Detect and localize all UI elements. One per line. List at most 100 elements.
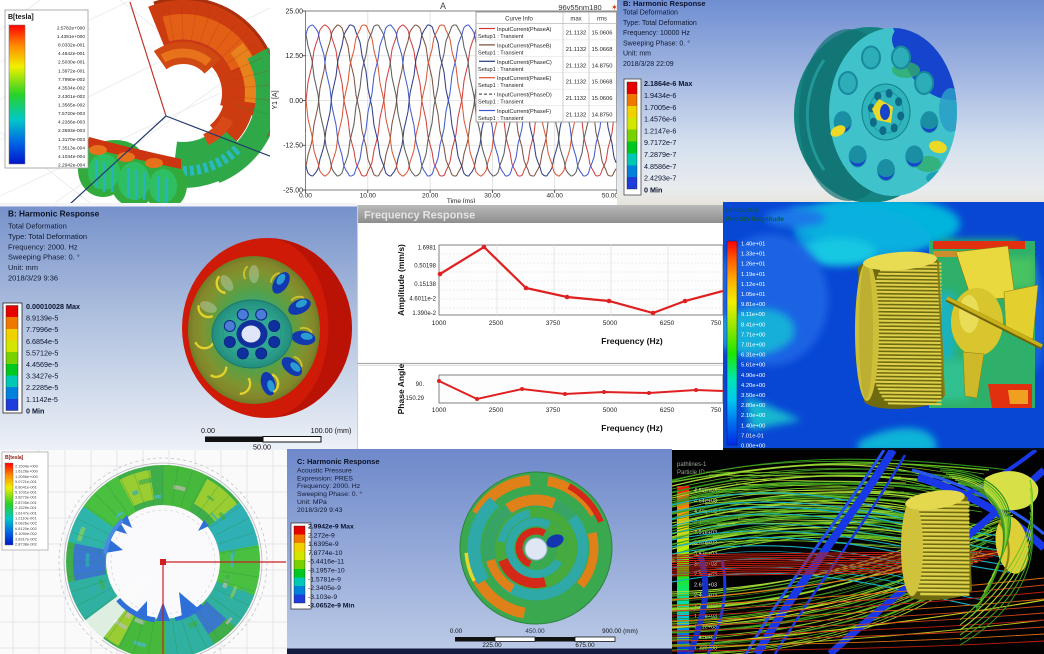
svg-text:9.81e+00: 9.81e+00	[741, 302, 765, 308]
svg-text:9.7172e-7: 9.7172e-7	[644, 138, 676, 147]
svg-text:21.1132: 21.1132	[566, 31, 587, 37]
svg-text:-150.29: -150.29	[404, 396, 425, 402]
svg-text:InputCurrent(PhaseA): InputCurrent(PhaseA)	[497, 27, 552, 33]
svg-text:pathlines-1: pathlines-1	[677, 462, 707, 468]
svg-text:5000: 5000	[603, 320, 618, 327]
svg-text:rms: rms	[597, 17, 607, 23]
svg-text:2.4293e-7: 2.4293e-7	[644, 174, 676, 183]
svg-text:7.5720e-003: 7.5720e-003	[58, 111, 85, 117]
svg-text:1.40e+00: 1.40e+00	[741, 423, 765, 429]
svg-text:1.19e+01: 1.19e+01	[741, 272, 765, 278]
svg-text:3750: 3750	[546, 320, 561, 327]
svg-text:2.8738e-002: 2.8738e-002	[15, 542, 37, 547]
svg-text:1.4576e-6: 1.4576e-6	[644, 115, 676, 124]
svg-text:Total Deformation: Total Deformation	[8, 222, 67, 231]
svg-text:4.4842e-001: 4.4842e-001	[58, 51, 85, 57]
svg-text:1.3972e-001: 1.3972e-001	[58, 68, 85, 74]
svg-text:Frequency: 2000. Hz: Frequency: 2000. Hz	[8, 242, 78, 251]
svg-text:1.40e+01: 1.40e+01	[741, 242, 765, 248]
svg-text:225.00: 225.00	[482, 642, 502, 649]
svg-text:-1.5781e-9: -1.5781e-9	[308, 576, 341, 583]
svg-text:4.90e+00: 4.90e+00	[741, 373, 765, 379]
svg-text:Time [ms]: Time [ms]	[447, 198, 475, 203]
svg-text:7.01e-01: 7.01e-01	[741, 433, 764, 439]
svg-text:Y1 [A]: Y1 [A]	[272, 90, 279, 109]
svg-text:Frequency: 2000. Hz: Frequency: 2000. Hz	[297, 483, 361, 490]
svg-text:1.05e+01: 1.05e+01	[741, 292, 765, 298]
svg-text:96v55nm180: 96v55nm180	[558, 3, 601, 12]
svg-text:3.8317e-002: 3.8317e-002	[15, 536, 37, 541]
svg-text:1.6395e-9: 1.6395e-9	[308, 541, 339, 548]
svg-text:Particle ID: Particle ID	[677, 470, 705, 476]
svg-text:1000: 1000	[432, 407, 447, 414]
svg-text:450.00: 450.00	[525, 628, 545, 635]
svg-text:750: 750	[711, 320, 722, 327]
svg-text:0.00: 0.00	[450, 628, 463, 635]
svg-text:2.1864e-6 Max: 2.1864e-6 Max	[644, 79, 692, 88]
svg-text:90.: 90.	[416, 382, 425, 388]
svg-text:Phase Angle: Phase Angle	[396, 363, 406, 414]
svg-text:Setup1 : Transient: Setup1 : Transient	[478, 100, 524, 106]
svg-text:2.5030e-001: 2.5030e-001	[58, 60, 85, 66]
svg-text:1.1142e-5: 1.1142e-5	[26, 395, 58, 404]
svg-text:8.0332e-001: 8.0332e-001	[58, 43, 85, 49]
svg-text:10.00: 10.00	[360, 193, 377, 200]
svg-text:21.1132: 21.1132	[566, 47, 587, 53]
svg-text:8.41e+00: 8.41e+00	[741, 322, 765, 328]
svg-text:1.33e+01: 1.33e+01	[741, 252, 765, 258]
svg-text:4.8586e-7: 4.8586e-7	[644, 162, 676, 171]
svg-text:2.8705e-001: 2.8705e-001	[15, 500, 37, 505]
svg-text:-12.50: -12.50	[283, 143, 303, 150]
svg-text:1.9434e-6: 1.9434e-6	[644, 91, 676, 100]
svg-text:B: Harmonic Response: B: Harmonic Response	[623, 0, 706, 8]
svg-text:-5.4416e-11: -5.4416e-11	[308, 559, 344, 566]
svg-text:9.0721e-001: 9.0721e-001	[15, 479, 37, 484]
svg-text:6250: 6250	[660, 407, 675, 414]
svg-text:2.2285e-5: 2.2285e-5	[26, 383, 58, 392]
svg-text:Type: Total Deformation: Type: Total Deformation	[8, 232, 87, 241]
svg-text:2.10e+00: 2.10e+00	[741, 413, 765, 419]
svg-text:Expression: PRES: Expression: PRES	[297, 475, 353, 482]
svg-text:InputCurrent(PhaseC): InputCurrent(PhaseC)	[497, 60, 552, 66]
svg-text:8.9139e-5: 8.9139e-5	[26, 314, 58, 323]
svg-text:2.1504e+000: 2.1504e+000	[15, 464, 39, 469]
svg-text:50.00: 50.00	[253, 443, 271, 451]
svg-text:3750: 3750	[546, 407, 561, 414]
svg-text:7.7996e-5: 7.7996e-5	[26, 325, 58, 334]
svg-text:0.00010028 Max: 0.00010028 Max	[26, 302, 80, 311]
svg-text:2500: 2500	[489, 320, 504, 327]
svg-text:Setup1 : Transient: Setup1 : Transient	[478, 67, 524, 73]
svg-text:0.00: 0.00	[299, 193, 312, 200]
svg-text:Curve Info: Curve Info	[505, 17, 533, 23]
svg-text:100.00 (mm): 100.00 (mm)	[311, 426, 352, 435]
svg-text:0.00e+00: 0.00e+00	[741, 444, 765, 450]
svg-text:4.3534e-002: 4.3534e-002	[58, 85, 85, 91]
svg-text:14.8750: 14.8750	[592, 63, 613, 69]
svg-text:1.3170e-003: 1.3170e-003	[58, 137, 85, 143]
svg-text:1.6147e-001: 1.6147e-001	[15, 510, 37, 515]
svg-text:7.71e+00: 7.71e+00	[741, 332, 765, 338]
svg-text:15.0668: 15.0668	[592, 47, 613, 53]
svg-text:1.2096e+000: 1.2096e+000	[15, 474, 39, 479]
svg-text:Setup1 : Transient: Setup1 : Transient	[478, 83, 524, 89]
svg-text:4.1034e-004: 4.1034e-004	[58, 154, 85, 160]
svg-text:Setup1 : Transient: Setup1 : Transient	[478, 34, 524, 40]
svg-text:6250: 6250	[660, 320, 675, 327]
svg-text:2.4301e-002: 2.4301e-002	[58, 94, 85, 100]
svg-text:1.4391e+000: 1.4391e+000	[57, 34, 85, 40]
svg-text:0.50198: 0.50198	[414, 264, 436, 270]
svg-text:1.6128e+000: 1.6128e+000	[15, 469, 39, 474]
svg-text:B[tesla]: B[tesla]	[8, 14, 34, 21]
svg-text:C: Harmonic Response: C: Harmonic Response	[297, 457, 380, 466]
svg-text:InputCurrent(PhaseE): InputCurrent(PhaseE)	[497, 76, 552, 82]
svg-text:1.26e+01: 1.26e+01	[741, 262, 765, 268]
svg-text:12.50: 12.50	[285, 53, 303, 60]
svg-text:9.11e+00: 9.11e+00	[741, 312, 765, 318]
svg-text:7.7990e-002: 7.7990e-002	[58, 77, 85, 83]
svg-text:5.1031e-001: 5.1031e-001	[15, 490, 37, 495]
svg-text:1.2147e-6: 1.2147e-6	[644, 126, 676, 135]
svg-text:2.80e+00: 2.80e+00	[741, 403, 765, 409]
svg-text:3.8273e-001: 3.8273e-001	[15, 495, 37, 500]
svg-text:15.0606: 15.0606	[592, 31, 613, 37]
svg-text:1.3565e-002: 1.3565e-002	[58, 103, 85, 109]
